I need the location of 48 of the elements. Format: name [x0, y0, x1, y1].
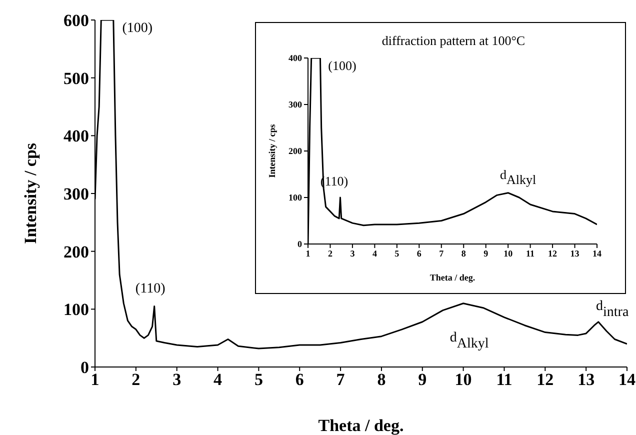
x-tick-label: 4: [372, 248, 378, 258]
y-tick-label: 600: [64, 11, 89, 30]
y-tick-label: 200: [64, 242, 89, 262]
x-tick-label: 2: [132, 370, 140, 390]
x-tick-label: 11: [526, 248, 536, 258]
y-tick-label: 300: [64, 184, 89, 204]
x-tick-label: 11: [496, 370, 512, 390]
x-tick-label: 5: [394, 248, 400, 258]
x-tick-label: 3: [172, 370, 182, 390]
x-tick-label: 10: [504, 248, 514, 258]
x-tick-label: 1: [90, 370, 100, 390]
x-tick-label: 14: [618, 370, 636, 390]
x-axis-title: Theta / deg.: [318, 416, 404, 435]
y-tick-label: 200: [288, 146, 302, 156]
x-tick-label: 2: [328, 248, 333, 258]
x-tick-label: 4: [214, 370, 223, 390]
y-tick-label: 400: [288, 53, 302, 64]
y-tick-label: 300: [288, 100, 302, 110]
y-tick-label: 500: [64, 68, 89, 88]
x-tick-label: 7: [336, 370, 346, 390]
y-tick-label: 0: [80, 358, 89, 378]
annotation: (110): [135, 281, 166, 296]
x-tick-label: 3: [350, 248, 356, 258]
x-tick-label: 6: [416, 248, 422, 258]
x-tick-label: 9: [484, 248, 489, 258]
y-tick-label: 100: [288, 192, 302, 203]
x-tick-label: 8: [377, 370, 386, 390]
x-axis-title: Theta / deg.: [430, 272, 476, 282]
annotation: (100): [328, 58, 356, 73]
x-tick-label: 1: [306, 248, 311, 258]
x-tick-label: 7: [439, 248, 444, 258]
x-tick-label: 10: [454, 370, 472, 390]
x-tick-label: 12: [548, 248, 558, 258]
x-tick-label: 9: [418, 370, 427, 390]
y-axis-title: Intensity / cps: [267, 124, 278, 178]
y-axis-title: Intensity / cps: [21, 142, 40, 244]
x-tick-label: 13: [570, 248, 580, 258]
chart-title: diffraction pattern at 100°C: [380, 33, 526, 49]
x-tick-label: 5: [254, 370, 263, 390]
x-tick-label: 14: [592, 248, 602, 258]
y-tick-label: 0: [298, 239, 302, 250]
y-tick-label: 400: [64, 126, 89, 146]
annotation: (100): [122, 21, 153, 36]
x-tick-label: 6: [295, 370, 304, 390]
y-tick-label: 100: [64, 300, 89, 320]
x-tick-label: 12: [536, 370, 554, 390]
x-tick-label: 13: [578, 370, 595, 390]
x-tick-label: 8: [461, 248, 466, 258]
